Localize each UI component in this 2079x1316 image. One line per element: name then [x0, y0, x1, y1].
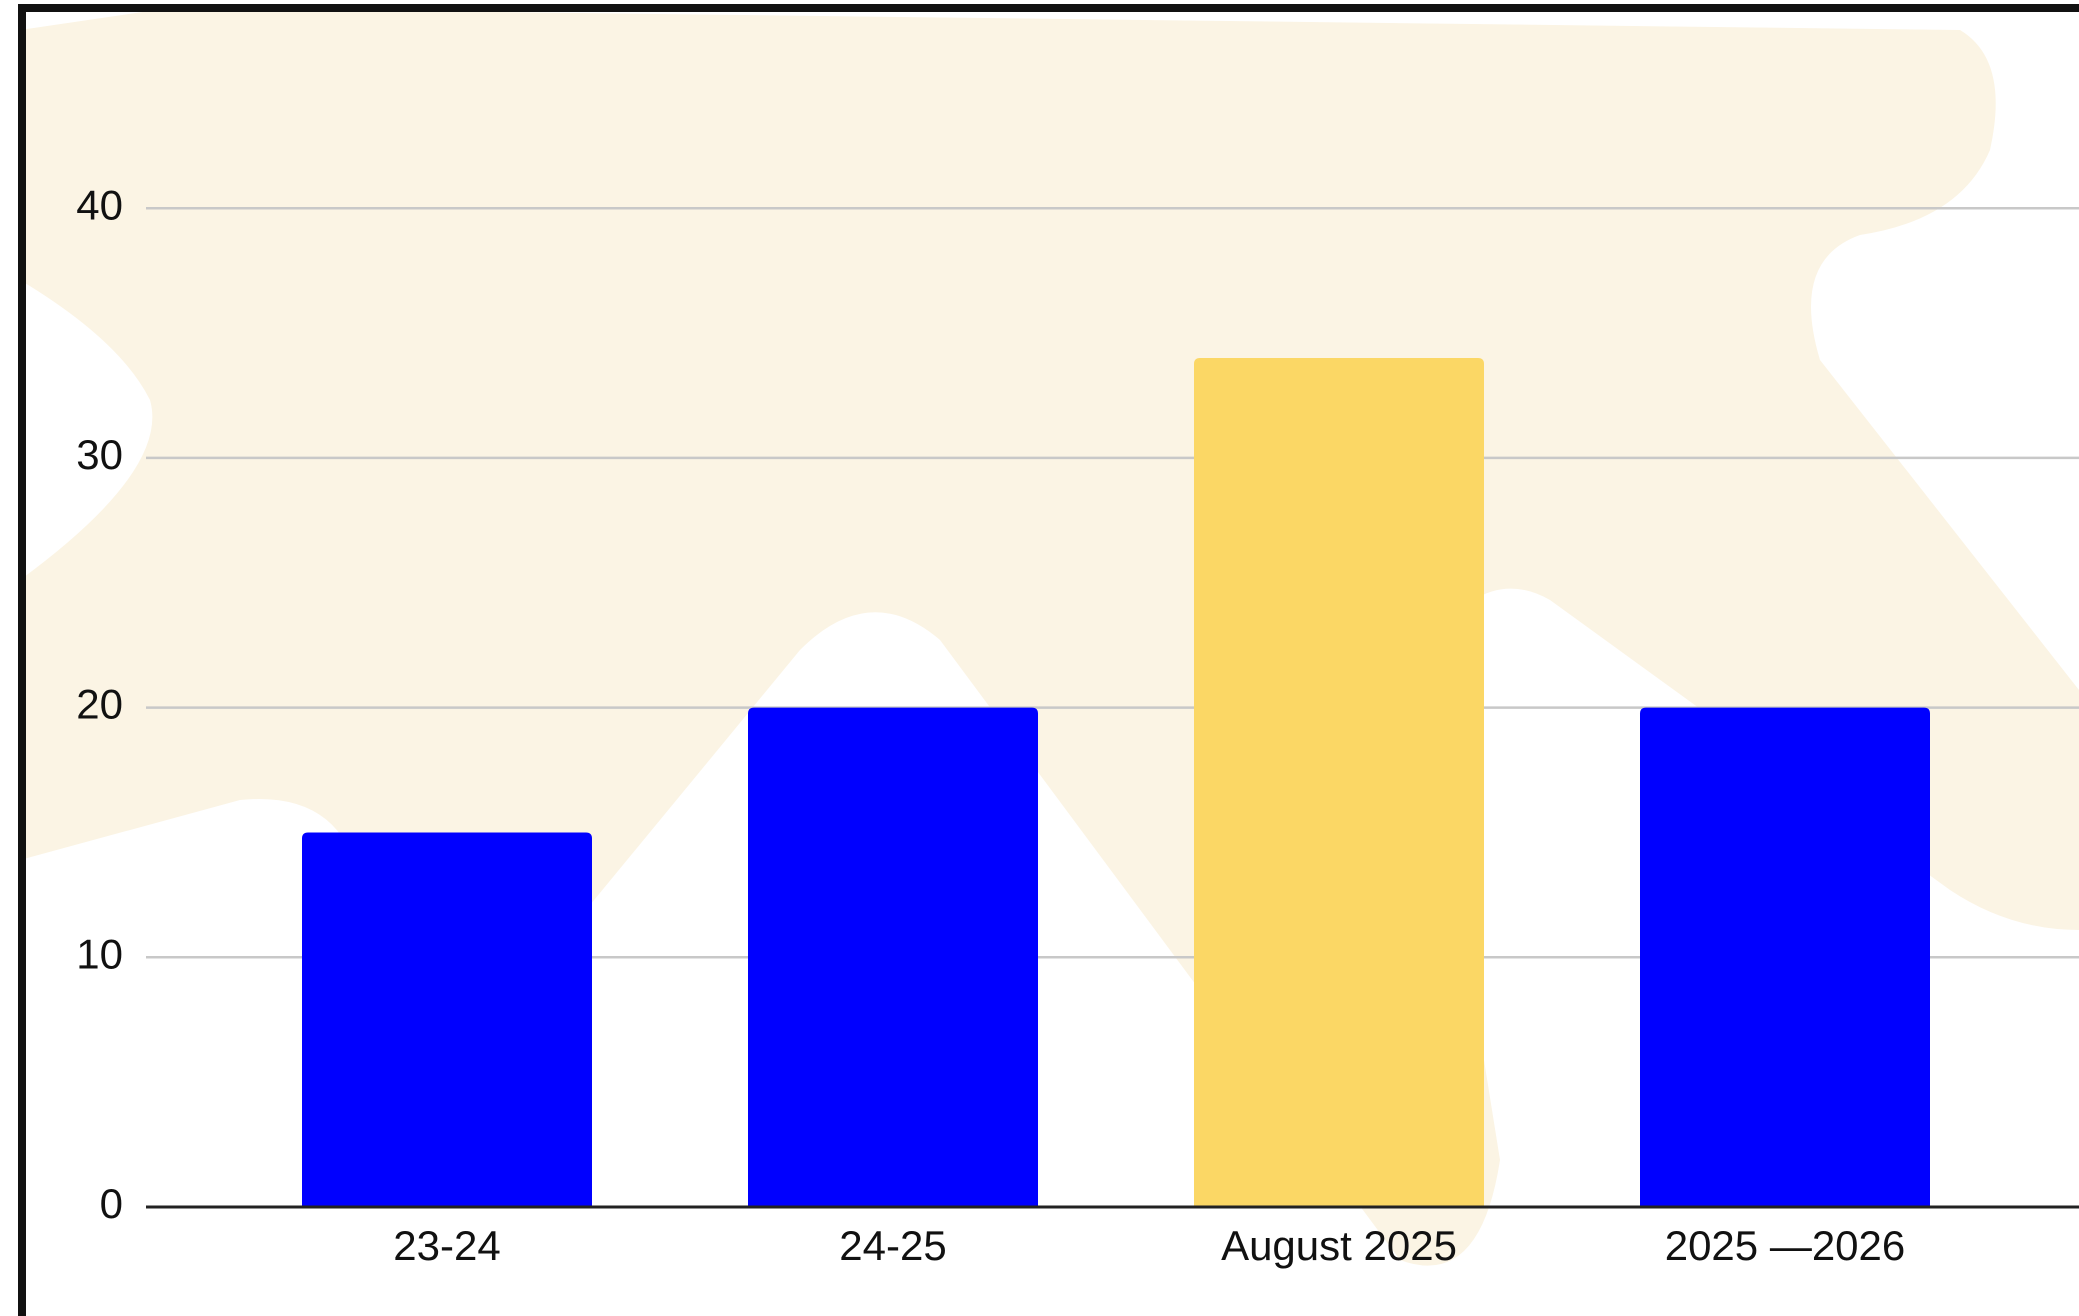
bar [1640, 707, 1930, 1207]
y-tick-label: 0 [100, 1180, 123, 1227]
x-tick-label: 2025 —2026 [1665, 1222, 1906, 1269]
bar [748, 707, 1038, 1207]
bar [1194, 358, 1484, 1207]
x-tick-label: 24-25 [839, 1222, 946, 1269]
y-tick-label: 20 [76, 681, 123, 728]
bar [302, 832, 592, 1207]
frame [18, 4, 2079, 1316]
x-tick-label: August 2025 [1221, 1222, 1457, 1269]
y-tick-label: 40 [76, 181, 123, 228]
x-tick-label: 23-24 [393, 1222, 500, 1269]
bars [302, 358, 1930, 1207]
y-tick-label: 10 [76, 930, 123, 977]
y-tick-label: 30 [76, 431, 123, 478]
labels: 0 10 20 30 40 23-24 24-25 August 2025 2025 —2026 [76, 181, 2079, 1269]
